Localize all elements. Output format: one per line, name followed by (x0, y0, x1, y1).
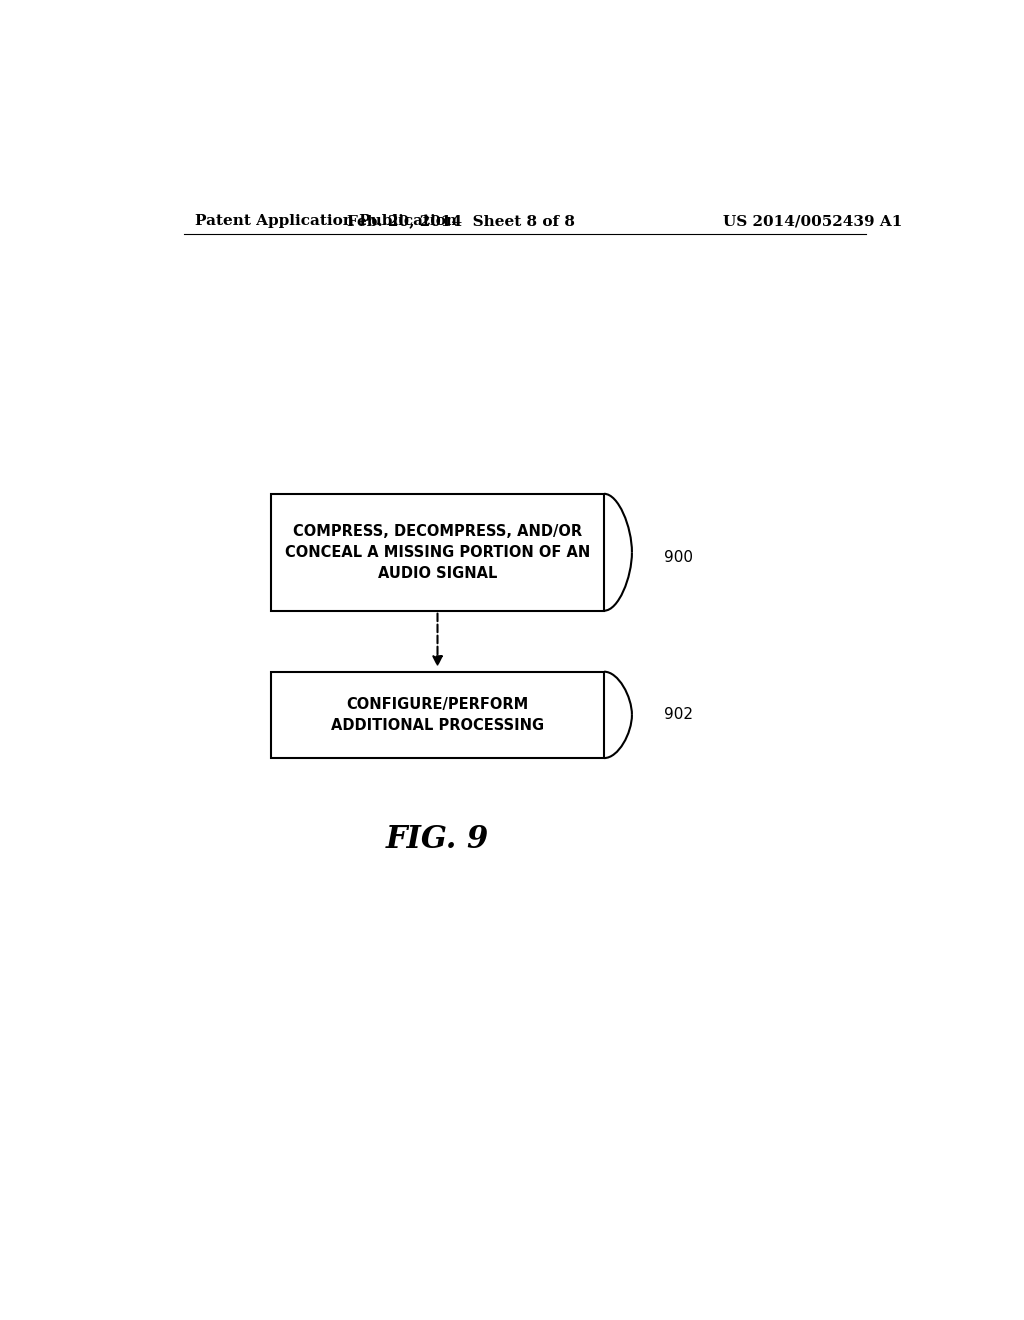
Text: FIG. 9: FIG. 9 (386, 824, 489, 855)
Text: US 2014/0052439 A1: US 2014/0052439 A1 (723, 214, 902, 228)
Text: 902: 902 (664, 708, 692, 722)
Text: Patent Application Publication: Patent Application Publication (196, 214, 458, 228)
FancyBboxPatch shape (270, 494, 604, 611)
FancyBboxPatch shape (270, 672, 604, 758)
Text: 900: 900 (664, 550, 692, 565)
Text: Feb. 20, 2014  Sheet 8 of 8: Feb. 20, 2014 Sheet 8 of 8 (347, 214, 575, 228)
Text: CONFIGURE/PERFORM
ADDITIONAL PROCESSING: CONFIGURE/PERFORM ADDITIONAL PROCESSING (331, 697, 544, 733)
Text: COMPRESS, DECOMPRESS, AND/OR
CONCEAL A MISSING PORTION OF AN
AUDIO SIGNAL: COMPRESS, DECOMPRESS, AND/OR CONCEAL A M… (285, 524, 590, 581)
